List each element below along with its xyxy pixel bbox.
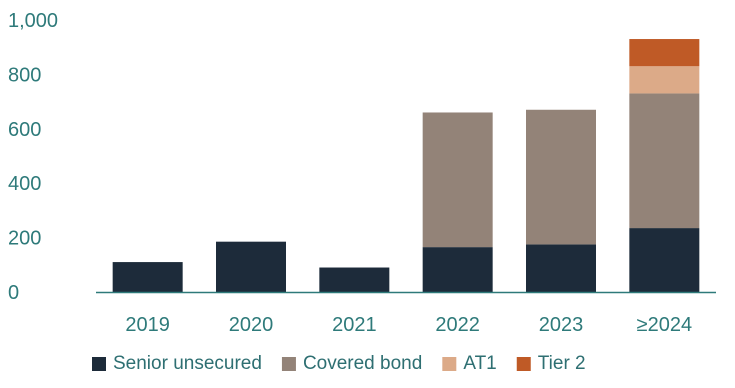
- legend-item: Covered bond: [281, 353, 422, 374]
- legend: Senior unsecured Covered bond AT1 Tier 2: [92, 353, 586, 374]
- legend-swatch: [516, 357, 531, 371]
- legend-item: Tier 2: [516, 353, 586, 374]
- legend-label: Covered bond: [303, 353, 422, 374]
- y-tick-label: 800: [8, 64, 41, 86]
- bar-segment-at1: [629, 66, 700, 94]
- x-axis-ticks: 2019 2020 2021 2022 2023 ≥2024: [125, 314, 692, 336]
- y-tick-label: 600: [8, 119, 41, 141]
- y-axis-ticks: 0 200 400 600 800 1,000: [8, 10, 58, 304]
- bar-segment-senior-unsecured: [319, 267, 390, 292]
- x-tick-label: 2023: [539, 314, 584, 336]
- bars: [112, 39, 700, 292]
- x-tick-label: 2022: [435, 314, 480, 336]
- legend-item: Senior unsecured: [92, 353, 262, 374]
- bar-segment-tier-2: [629, 39, 700, 67]
- bar-segment-senior-unsecured: [526, 244, 596, 292]
- x-tick-label: 2019: [125, 314, 170, 336]
- bar-segment-senior-unsecured: [216, 241, 286, 292]
- legend-swatch: [281, 357, 296, 371]
- legend-label: Senior unsecured: [113, 353, 262, 374]
- legend-item: AT1: [442, 353, 497, 374]
- bar-segment-senior-unsecured: [629, 228, 700, 292]
- y-tick-label: 1,000: [8, 10, 58, 32]
- bar-segment-senior-unsecured: [422, 247, 493, 292]
- legend-label: AT1: [463, 353, 496, 374]
- bar-segment-covered-bond: [422, 112, 493, 248]
- bar-segment-senior-unsecured: [112, 262, 183, 292]
- x-tick-label: 2021: [332, 314, 377, 336]
- x-tick-label: 2020: [229, 314, 274, 336]
- y-tick-label: 200: [8, 228, 41, 250]
- y-tick-label: 0: [8, 282, 19, 304]
- legend-swatch: [442, 357, 457, 371]
- y-tick-label: 400: [8, 173, 41, 195]
- bar-segment-covered-bond: [526, 109, 596, 245]
- legend-swatch: [92, 357, 106, 371]
- legend-label: Tier 2: [538, 353, 586, 374]
- x-tick-label: ≥2024: [637, 314, 692, 336]
- bar-segment-covered-bond: [629, 93, 700, 229]
